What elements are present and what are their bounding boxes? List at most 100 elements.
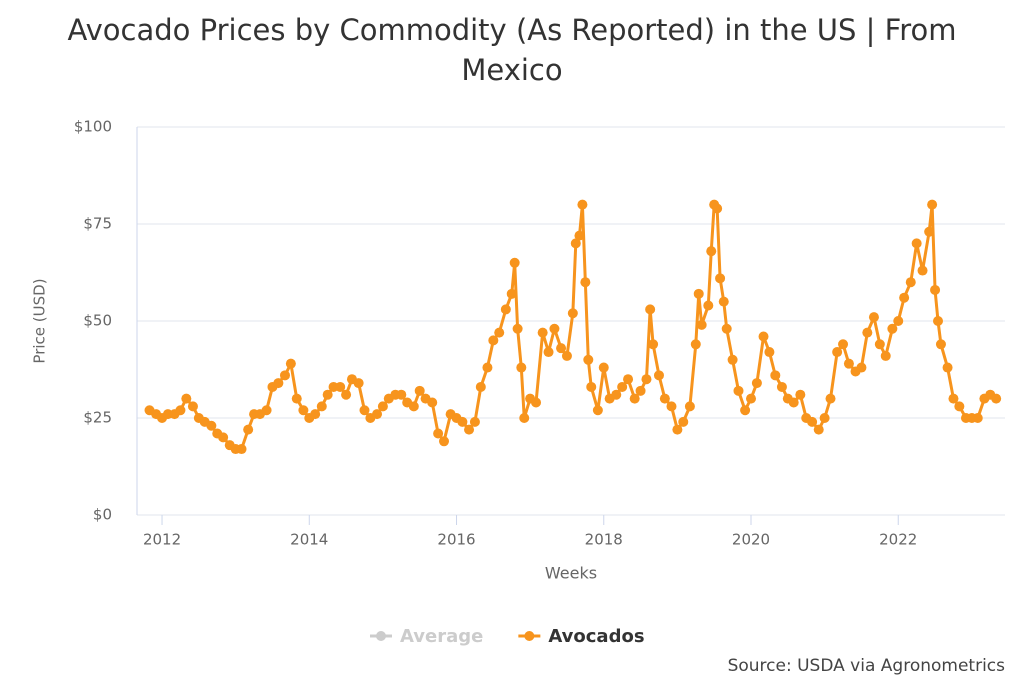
point: [935, 339, 946, 350]
point: [341, 389, 352, 400]
point: [758, 331, 769, 342]
point: [512, 323, 523, 334]
point: [279, 370, 290, 381]
chart-title: Avocado Prices by Commodity (As Reported…: [67, 13, 957, 87]
point: [396, 389, 407, 400]
y-axis-title: Price (USD): [31, 278, 49, 363]
y-tick-label: $50: [83, 312, 112, 330]
point: [887, 323, 898, 334]
point: [574, 230, 585, 241]
y-tick-label: $75: [83, 215, 112, 233]
x-tick-label: 2012: [143, 531, 181, 549]
point: [776, 381, 787, 392]
point: [353, 378, 364, 389]
point: [519, 413, 530, 423]
y-tick-label: $0: [93, 506, 112, 524]
point: [862, 327, 873, 338]
x-tick-label: 2018: [585, 531, 623, 549]
point: [310, 409, 321, 420]
point: [482, 362, 493, 373]
point: [506, 288, 517, 299]
point: [893, 316, 904, 326]
point: [549, 323, 560, 334]
point: [261, 405, 272, 416]
point: [825, 393, 836, 404]
point: [788, 397, 799, 408]
point: [531, 397, 542, 408]
point: [583, 354, 594, 365]
point: [298, 405, 309, 416]
point: [807, 416, 818, 427]
x-axis-title: Weeks: [545, 564, 597, 583]
point: [543, 347, 554, 358]
source: Source: USDA via Agronometrics: [728, 656, 1006, 676]
point: [645, 304, 656, 315]
point: [187, 401, 198, 412]
point: [414, 385, 425, 396]
point: [672, 424, 683, 435]
point: [500, 304, 511, 315]
point: [905, 277, 916, 288]
legend-label: Avocados: [548, 626, 644, 647]
point: [577, 199, 588, 210]
point: [635, 385, 646, 396]
point: [561, 350, 572, 361]
point: [740, 405, 751, 416]
point: [696, 319, 707, 330]
point: [721, 323, 732, 334]
point: [659, 393, 670, 404]
y-tick-label: $25: [83, 409, 112, 427]
point: [175, 405, 186, 416]
point: [718, 296, 729, 307]
point: [457, 416, 468, 427]
point: [991, 393, 1002, 404]
legend-marker: [376, 631, 386, 641]
point: [924, 226, 935, 237]
point: [617, 381, 628, 392]
point: [653, 370, 664, 381]
point: [972, 413, 983, 423]
point: [954, 401, 965, 412]
point: [764, 347, 775, 358]
point: [930, 284, 941, 295]
legend-item[interactable]: Average: [370, 626, 483, 647]
point: [641, 374, 652, 385]
point: [570, 238, 581, 249]
point: [751, 378, 762, 389]
point: [917, 265, 928, 276]
point: [648, 339, 659, 350]
point: [899, 292, 910, 303]
point: [206, 420, 217, 431]
point: [838, 339, 849, 350]
legend-item[interactable]: Avocados: [518, 626, 645, 647]
x-tick-label: 2016: [437, 531, 475, 549]
legend-label: Average: [400, 626, 483, 647]
point: [868, 312, 879, 323]
point: [706, 246, 717, 257]
point: [684, 401, 695, 412]
point: [795, 389, 806, 400]
x-tick-label: 2022: [879, 531, 917, 549]
point: [832, 347, 843, 358]
point: [322, 389, 333, 400]
point: [611, 389, 622, 400]
point: [335, 381, 346, 392]
point: [359, 405, 370, 416]
point: [843, 358, 854, 369]
point: [911, 238, 922, 249]
point: [880, 350, 891, 361]
point: [942, 362, 953, 373]
point: [273, 378, 284, 389]
point: [819, 413, 830, 423]
point: [693, 288, 704, 299]
point: [703, 300, 714, 311]
point: [469, 416, 480, 427]
point: [715, 273, 726, 284]
point: [537, 327, 548, 338]
x-tick-label: 2020: [732, 531, 770, 549]
point: [592, 405, 603, 416]
legend-marker: [524, 631, 535, 641]
point: [666, 401, 677, 412]
